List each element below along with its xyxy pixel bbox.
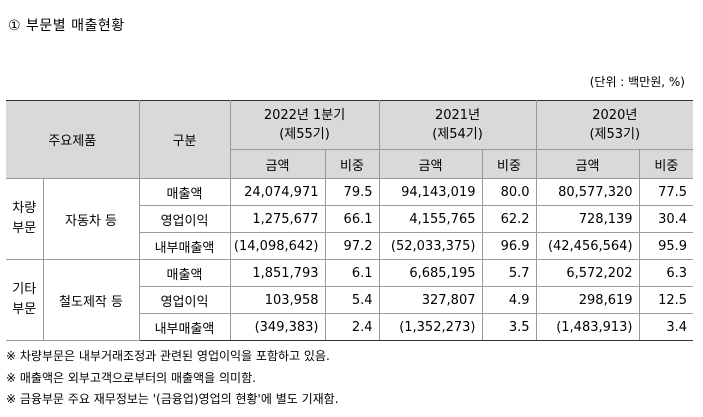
item-label: 영업이익 bbox=[138, 205, 231, 233]
table-row: 내부매출액 (14,098,642) 97.2 (52,033,375) 96.… bbox=[6, 232, 694, 260]
header-category: 구분 bbox=[138, 100, 231, 179]
item-label: 내부매출액 bbox=[138, 313, 231, 341]
item-label: 매출액 bbox=[138, 259, 231, 287]
ratio-cell: 66.1 bbox=[324, 205, 380, 233]
footnote: ※ 금융부문 주요 재무정보는 '(금융업)영업의 현황'에 별도 기재함. bbox=[6, 392, 339, 406]
segment-sales-table: 주요제품 구분 2022년 1분기 (제55기) 2021년 (제54기) 20… bbox=[6, 100, 694, 341]
amount-cell: 6,572,202 bbox=[535, 259, 640, 287]
footnotes: ※ 차량부문은 내부거래조정과 관련된 영업이익을 포함하고 있음. ※ 매출액… bbox=[6, 346, 339, 411]
period-year: 2022년 1분기 bbox=[263, 108, 346, 123]
item-label: 영업이익 bbox=[138, 286, 231, 314]
ratio-cell: 3.4 bbox=[638, 313, 694, 341]
ratio-cell: 95.9 bbox=[638, 232, 694, 260]
item-label: 매출액 bbox=[138, 178, 231, 206]
header-period-2020: 2020년 (제53기) bbox=[535, 100, 694, 150]
ratio-cell: 97.2 bbox=[324, 232, 380, 260]
header-ratio: 비중 bbox=[481, 149, 537, 179]
ratio-cell: 4.9 bbox=[481, 286, 537, 314]
table-row: 차량 부문 자동차 등 매출액 24,074,971 79.5 94,143,0… bbox=[6, 178, 694, 260]
ratio-cell: 79.5 bbox=[324, 178, 380, 206]
item-label: 내부매출액 bbox=[138, 232, 231, 260]
segment-line: 부문 bbox=[12, 302, 37, 317]
ratio-cell: 12.5 bbox=[638, 286, 694, 314]
product-label: 철도제작 등 bbox=[42, 259, 140, 341]
table-row: 내부매출액 (349,383) 2.4 (1,352,273) 3.5 (1,4… bbox=[6, 313, 694, 341]
period-year: 2021년 bbox=[434, 108, 481, 123]
ratio-cell: 3.5 bbox=[481, 313, 537, 341]
header-period-2021: 2021년 (제54기) bbox=[378, 100, 537, 150]
amount-cell: 103,958 bbox=[229, 286, 326, 314]
footnote: ※ 차량부문은 내부거래조정과 관련된 영업이익을 포함하고 있음. bbox=[6, 349, 330, 363]
ratio-cell: 80.0 bbox=[481, 178, 537, 206]
amount-cell: 6,685,195 bbox=[378, 259, 483, 287]
amount-cell: 327,807 bbox=[378, 286, 483, 314]
amount-cell: (1,352,273) bbox=[378, 313, 483, 341]
table-row: 영업이익 1,275,677 66.1 4,155,765 62.2 728,1… bbox=[6, 205, 694, 233]
ratio-cell: 5.4 bbox=[324, 286, 380, 314]
footnote: ※ 매출액은 외부고객으로부터의 매출액을 의미함. bbox=[6, 370, 256, 385]
section-title: ① 부문별 매출현황 bbox=[8, 18, 125, 34]
header-ratio: 비중 bbox=[324, 149, 380, 179]
header-period-2022q1: 2022년 1분기 (제55기) bbox=[229, 100, 380, 150]
ratio-cell: 30.4 bbox=[638, 205, 694, 233]
table-row: 기타 부문 철도제작 등 매출액 1,851,793 6.1 6,685,195… bbox=[6, 259, 694, 341]
ratio-cell: 6.1 bbox=[324, 259, 380, 287]
segment-label: 차량 부문 bbox=[6, 178, 44, 260]
segment-line: 기타 bbox=[12, 282, 37, 297]
period-year: 2020년 bbox=[592, 108, 638, 123]
period-term: (제55기) bbox=[279, 127, 330, 142]
ratio-cell: 2.4 bbox=[324, 313, 380, 341]
ratio-cell: 6.3 bbox=[638, 259, 694, 287]
header-product: 주요제품 bbox=[6, 100, 140, 179]
table-row: 영업이익 103,958 5.4 327,807 4.9 298,619 12.… bbox=[6, 286, 694, 314]
period-term: (제54기) bbox=[432, 127, 483, 142]
ratio-cell: 96.9 bbox=[481, 232, 537, 260]
header-amount: 금액 bbox=[229, 149, 326, 179]
amount-cell: (1,483,913) bbox=[535, 313, 640, 341]
period-term: (제53기) bbox=[589, 127, 641, 142]
amount-cell: 298,619 bbox=[535, 286, 640, 314]
amount-cell: (42,456,564) bbox=[535, 232, 640, 260]
amount-cell: 80,577,320 bbox=[535, 178, 640, 206]
amount-cell: 4,155,765 bbox=[378, 205, 483, 233]
segment-line: 부문 bbox=[12, 221, 37, 236]
amount-cell: 728,139 bbox=[535, 205, 640, 233]
amount-cell: 24,074,971 bbox=[229, 178, 326, 206]
header-ratio: 비중 bbox=[638, 149, 694, 179]
ratio-cell: 5.7 bbox=[481, 259, 537, 287]
amount-cell: (14,098,642) bbox=[229, 232, 326, 260]
unit-label: (단위 : 백만원, %) bbox=[589, 75, 685, 89]
amount-cell: 94,143,019 bbox=[378, 178, 483, 206]
product-label: 자동차 등 bbox=[42, 178, 140, 260]
amount-cell: (349,383) bbox=[229, 313, 326, 341]
header-amount: 금액 bbox=[535, 149, 640, 179]
header-amount: 금액 bbox=[378, 149, 483, 179]
amount-cell: 1,275,677 bbox=[229, 205, 326, 233]
amount-cell: 1,851,793 bbox=[229, 259, 326, 287]
amount-cell: (52,033,375) bbox=[378, 232, 483, 260]
segment-line: 차량 bbox=[12, 201, 37, 216]
ratio-cell: 62.2 bbox=[481, 205, 537, 233]
segment-label: 기타 부문 bbox=[6, 259, 44, 341]
ratio-cell: 77.5 bbox=[638, 178, 694, 206]
